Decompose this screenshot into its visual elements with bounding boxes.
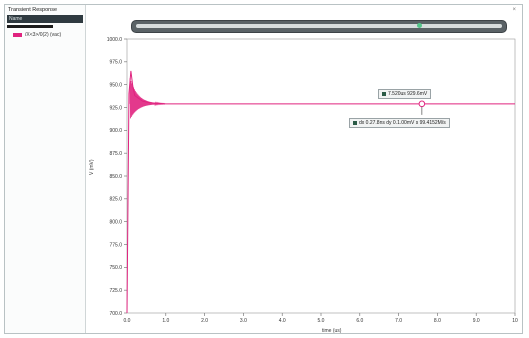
x-tick-label: 1.0 (162, 318, 169, 324)
transient-window: × Transient Response Name /X<3>/0(2) (va… (4, 4, 523, 334)
y-tick-label: 950.0 (109, 82, 122, 88)
y-tick-label: 975.0 (109, 60, 122, 66)
y-tick-label: 825.0 (109, 197, 122, 203)
y-tick-label: 725.0 (109, 288, 122, 294)
legend-label: /X<3>/0(2) (vac) (25, 32, 62, 38)
marker-point (418, 100, 426, 108)
x-tick-label: 5.0 (318, 318, 325, 324)
y-tick-label: 800.0 (109, 219, 122, 225)
trace-browser-panel: Transient Response Name /X<3>/0(2) (vac) (5, 5, 86, 333)
marker-tag-icon (382, 91, 386, 96)
x-axis-label: time (us) (322, 328, 342, 334)
window-title: Transient Response (8, 7, 58, 13)
scrollbar-track (136, 24, 502, 28)
series-oscillation (129, 78, 166, 119)
x-tick-label: 4.0 (279, 318, 286, 324)
x-tick-label: 9.0 (473, 318, 480, 324)
x-tick-label: 0.0 (124, 318, 131, 324)
delta-tag-icon (353, 120, 357, 125)
x-tick-label: 6.0 (356, 318, 363, 324)
graph-area[interactable]: V (mV) time (us) 1000.0 975.0 950.0 925.0 90… (87, 5, 522, 334)
y-tick-label: 850.0 (109, 174, 122, 180)
y-tick-label: 925.0 (109, 105, 122, 111)
scrollbar-marker-icon[interactable] (417, 23, 422, 28)
y-tick-label: 750.0 (109, 265, 122, 271)
y-tick-label: 700.0 (109, 311, 122, 317)
marker-tag-label: 7.520us 929.6mV (388, 91, 428, 97)
marker-tag[interactable]: 7.520us 929.6mV (378, 89, 432, 99)
plot-frame (126, 38, 516, 314)
time-scrollbar[interactable] (131, 20, 507, 33)
delta-tag[interactable]: dx 0.27.8ns dy 0.1.00mV s 99.4152M/s (349, 118, 450, 128)
y-tick-label: 875.0 (109, 151, 122, 157)
legend-item[interactable]: /X<3>/0(2) (vac) (13, 32, 85, 38)
x-tick-label: 7.0 (395, 318, 402, 324)
panel-scrollbar[interactable] (7, 25, 53, 28)
plot-svg: 1000.0 975.0 950.0 925.0 900.0 875.0 850.0 825.… (107, 37, 518, 324)
x-tick-label: 8.0 (434, 318, 441, 324)
y-tick-label: 900.0 (109, 128, 122, 134)
panel-subheader: Name (7, 15, 83, 23)
x-tick-label: 2.0 (201, 318, 208, 324)
x-tick-label: 10 (512, 318, 518, 324)
y-tick-label: 775.0 (109, 242, 122, 248)
delta-tag-label: dx 0.27.8ns dy 0.1.00mV s 99.4152M/s (359, 120, 446, 126)
y-tick-label: 1000.0 (107, 37, 123, 43)
legend-swatch (13, 33, 22, 37)
close-icon[interactable]: × (512, 7, 516, 13)
x-tick-label: 3.0 (240, 318, 247, 324)
